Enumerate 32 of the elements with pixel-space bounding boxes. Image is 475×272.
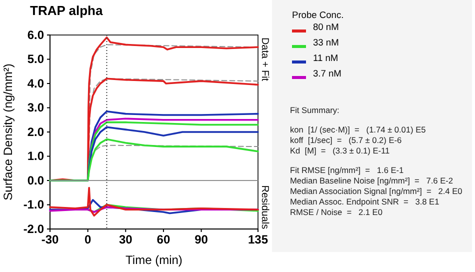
text: Fit Summary: [290, 105, 340, 115]
y-tick-label: 3.0 [27, 100, 44, 115]
legend-label: 33 nM [313, 38, 339, 48]
legend-label: 3.7 nM [313, 68, 342, 78]
legend-title: Probe Conc. [292, 10, 344, 20]
text: Residuals [259, 185, 270, 230]
y-tick-label: 1.0 [27, 149, 44, 164]
legend-label: 80 nM [313, 22, 339, 32]
text: RMSE / Noise = 2.1 E0 [290, 207, 383, 217]
y-axis-title: Surface Density (ng/mm²) [1, 64, 15, 200]
text: Median Baseline Noise [ng/mm²] = 7.6 E-2 [290, 176, 454, 186]
chart-title: TRAP alpha [30, 3, 104, 18]
y-tick-label: 0.0 [27, 173, 44, 188]
legend-label: 11 nM [313, 53, 338, 63]
text: koff [1/sec] = (5.7 ± 0.2) E-6 [290, 135, 402, 145]
x-tick-label: 0 [84, 232, 92, 247]
text: Kd [M] = (3.3 ± 0.1) E-11 [290, 146, 390, 156]
text: Median Assoc. Endpoint SNR = 3.8 E1 [290, 196, 440, 206]
y-tick-label: 6.0 [27, 28, 44, 42]
x-tick-label: 90 [194, 232, 208, 247]
text: kon [1/ (sec·M)] = (1.74 ± 0.01) E5 [290, 124, 426, 134]
x-tick-label: 30 [118, 232, 133, 247]
y-tick-label: 2.0 [27, 124, 44, 139]
x-tick-label: 60 [156, 232, 170, 247]
y-tick-label: 4.0 [27, 76, 44, 90]
y-tick-label: -1.0 [23, 198, 44, 212]
x-axis-title: Time (min) [126, 253, 182, 267]
text: Fit RMSE [ng/mm²] = 1.6 E-1 [290, 165, 404, 175]
text: Median Association Signal [ng/mm²] = 2.4 E0 [290, 186, 463, 196]
y-tick-label: 5.0 [27, 52, 44, 66]
text: Data + Fit [259, 37, 270, 82]
x-tick-label: 135 [248, 232, 268, 247]
